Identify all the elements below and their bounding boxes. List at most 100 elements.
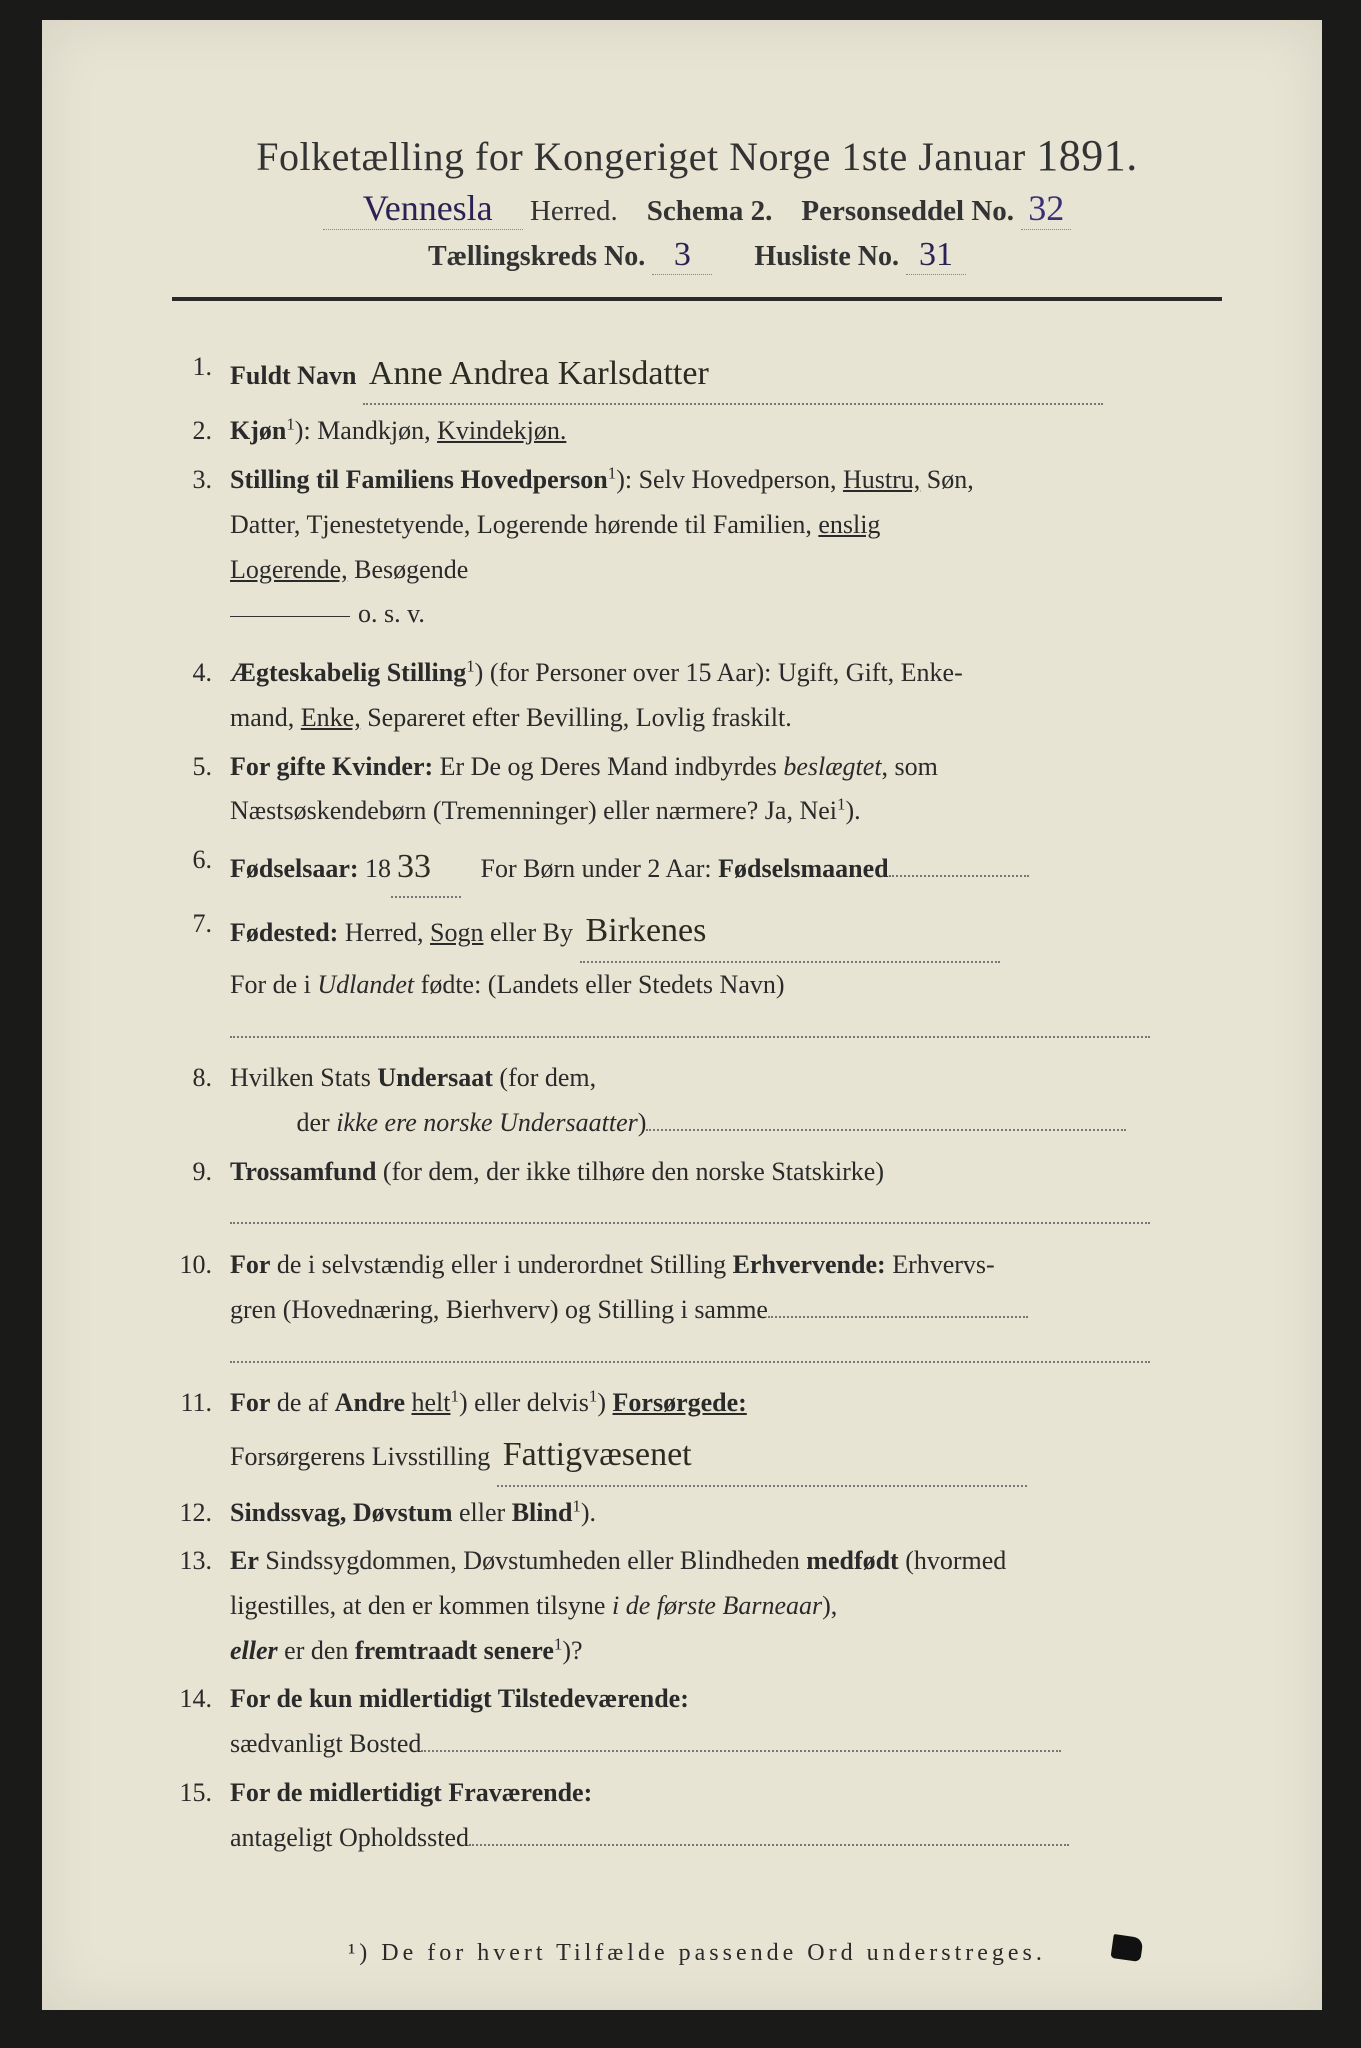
q3-osv: o. s. v.	[358, 599, 425, 628]
q6-row: 6. Fødselsaar: 1833 For Børn under 2 Aar…	[172, 838, 1222, 898]
personseddel-no-handwritten: 32	[1021, 187, 1071, 230]
ink-blot-icon	[1110, 1934, 1143, 1962]
q2-num: 2.	[172, 409, 230, 454]
q11-text-2: eller delvis	[474, 1388, 589, 1417]
q1-handwritten: Anne Andrea Karlsdatter	[363, 355, 715, 392]
q8-text-b: Undersaat	[377, 1063, 493, 1092]
q11-helt: helt	[411, 1388, 450, 1417]
q7-row: 7. Fødested: Herred, Sogn eller By Birke…	[172, 902, 1222, 1052]
q13-label: Er	[230, 1546, 259, 1575]
q11-line2: Forsørgerens Livsstilling	[230, 1442, 490, 1471]
q11-handwritten: Fattigvæsenet	[497, 1436, 698, 1473]
q11-text-1: de af	[277, 1388, 328, 1417]
q11-andre: Andre	[335, 1388, 405, 1417]
q13-paren: (hvormed	[905, 1546, 1006, 1575]
q13-line3c: fremtraadt senere	[355, 1636, 554, 1665]
q9-num: 9.	[172, 1150, 230, 1239]
q13-line2b: i de første Barneaar	[612, 1591, 822, 1620]
q10-text-1: de i selvstændig eller i underordnet Sti…	[277, 1250, 726, 1279]
q7-line2c: fødte: (Landets eller Stedets Navn)	[421, 970, 785, 999]
q7-ellerby: eller By	[490, 918, 573, 947]
q13-line2a: ligestilles, at den er kommen tilsyne	[230, 1591, 605, 1620]
q15-label: For de midlertidigt Fraværende:	[230, 1778, 592, 1807]
q3-enslig: enslig	[818, 510, 880, 539]
q5-som: , som	[882, 752, 938, 781]
q8-row: 8. Hvilken Stats Undersaat (for dem, der…	[172, 1056, 1222, 1145]
q8-line2-italic: ikke ere norske Undersaatter	[336, 1108, 638, 1137]
q4-label: Ægteskabelig Stilling	[230, 658, 466, 687]
q1-row: 1. Fuldt Navn Anne Andrea Karlsdatter	[172, 345, 1222, 405]
kreds-no-handwritten: 3	[652, 236, 712, 275]
title-year: 1891.	[1036, 131, 1138, 180]
q1-label: Fuldt Navn	[230, 361, 356, 390]
husliste-label: Husliste No.	[754, 241, 899, 272]
q13-num: 13.	[172, 1539, 230, 1673]
q4-enke: Enke,	[301, 703, 361, 732]
header-rule	[172, 297, 1222, 301]
q12-blind: Blind	[512, 1498, 573, 1527]
q8-text-a: Hvilken Stats	[230, 1063, 371, 1092]
q2-opt-female: Kvindekjøn.	[437, 416, 566, 445]
q2-row: 2. Kjøn1): Mandkjøn, Kvindekjøn.	[172, 409, 1222, 454]
q2-opt-male: Mandkjøn,	[317, 416, 430, 445]
q3-text-2: Datter, Tjenestetyende, Logerende hørend…	[230, 510, 812, 539]
q10-label: For	[230, 1250, 270, 1279]
footnote: ¹) De for hvert Tilfælde passende Ord un…	[172, 1940, 1222, 1967]
q13-text-1: Sindssygdommen, Døvstumheden eller Blind…	[265, 1546, 799, 1575]
q13-line3a: eller	[230, 1636, 278, 1665]
q14-num: 14.	[172, 1677, 230, 1766]
q7-num: 7.	[172, 902, 230, 1052]
q7-sogn: Sogn	[430, 918, 483, 947]
q3-label: Stilling til Familiens Hovedperson	[230, 465, 608, 494]
q8-line2: der	[297, 1108, 330, 1137]
q15-num: 15.	[172, 1771, 230, 1860]
q10-erhv: Erhvervende:	[733, 1250, 886, 1279]
q11-forsorgede: Forsørgede:	[613, 1388, 747, 1417]
q2-label: Kjøn	[230, 416, 286, 445]
q8-text-c: (for dem,	[499, 1063, 596, 1092]
q10-row: 10. For de i selvstændig eller i underor…	[172, 1243, 1222, 1377]
footnote-marker: ¹)	[348, 1940, 371, 1966]
footnote-text: De for hvert Tilfælde passende Ord under…	[381, 1940, 1046, 1966]
q15-line2: antageligt Opholdssted	[230, 1823, 469, 1852]
herred-handwritten: Vennesla	[323, 187, 523, 230]
q10-text-2: Erhvervs-	[892, 1250, 995, 1279]
q12-row: 12. Sindssvag, Døvstum eller Blind1).	[172, 1491, 1222, 1536]
title-main: Folketælling for Kongeriget Norge 1ste J…	[256, 134, 1025, 179]
question-list: 1. Fuldt Navn Anne Andrea Karlsdatter 2.…	[172, 345, 1222, 1860]
q3-text-1: Selv Hovedperson,	[639, 465, 837, 494]
q13-row: 13. Er Sindssygdommen, Døvstumheden elle…	[172, 1539, 1222, 1673]
title-line-2: Vennesla Herred. Schema 2. Personseddel …	[172, 187, 1222, 230]
q10-line2: gren (Hovednæring, Bierhverv) og Stillin…	[230, 1295, 768, 1324]
herred-label: Herred.	[530, 195, 618, 227]
q11-row: 11. For de af Andre helt1) eller delvis1…	[172, 1381, 1222, 1486]
q4-num: 4.	[172, 651, 230, 740]
q14-row: 14. For de kun midlertidigt Tilstedevære…	[172, 1677, 1222, 1766]
q3-num: 3.	[172, 458, 230, 637]
q15-row: 15. For de midlertidigt Fraværende: anta…	[172, 1771, 1222, 1860]
q1-num: 1.	[172, 345, 230, 405]
q4-opts-1: Ugift, Gift, Enke-	[778, 658, 963, 687]
q5-text-2: Næstsøskendebørn (Tremenninger) eller næ…	[230, 796, 837, 825]
q5-row: 5. For gifte Kvinder: Er De og Deres Man…	[172, 745, 1222, 834]
q9-row: 9. Trossamfund (for dem, der ikke tilhør…	[172, 1150, 1222, 1239]
q6-prefix: 18	[365, 854, 391, 883]
q13-medfodt: medfødt	[806, 1546, 898, 1575]
q3-son: Søn,	[927, 465, 974, 494]
q10-num: 10.	[172, 1243, 230, 1377]
census-form-page: Folketælling for Kongeriget Norge 1ste J…	[42, 20, 1322, 2010]
q4-paren: (for Personer over 15 Aar):	[490, 658, 772, 687]
q4-opts-2a: mand,	[230, 703, 294, 732]
q6-num: 6.	[172, 838, 230, 898]
title-line-1: Folketælling for Kongeriget Norge 1ste J…	[172, 130, 1222, 181]
personseddel-label: Personseddel No.	[801, 195, 1014, 227]
husliste-no-handwritten: 31	[906, 236, 966, 275]
schema-label: Schema 2.	[647, 195, 773, 227]
q3-besogende: Besøgende	[354, 555, 468, 584]
q5-label: For gifte Kvinder:	[230, 752, 433, 781]
q14-line2: sædvanligt Bosted	[230, 1729, 421, 1758]
q7-label: Fødested:	[230, 918, 338, 947]
q8-num: 8.	[172, 1056, 230, 1145]
q6-year-handwritten: 33	[391, 848, 437, 885]
q7-herred: Herred,	[345, 918, 424, 947]
